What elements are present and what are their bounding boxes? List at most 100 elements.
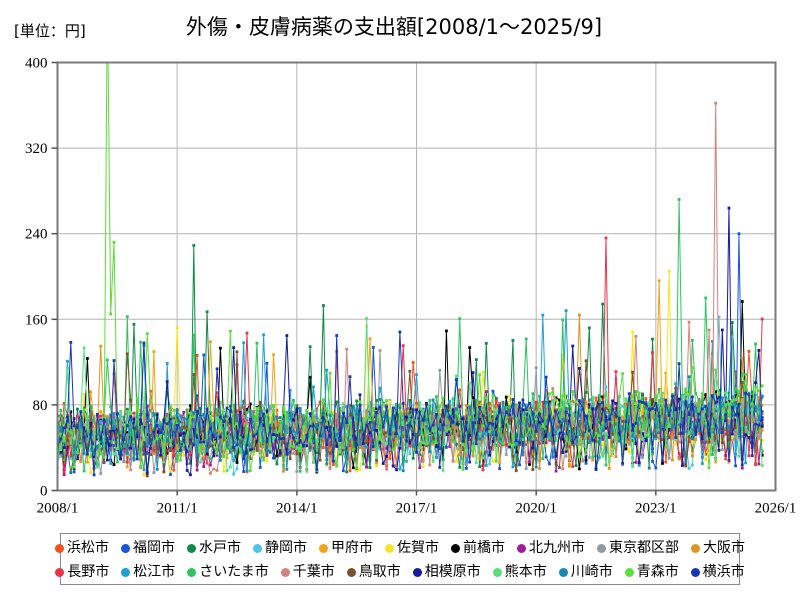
series-marker <box>152 443 156 446</box>
series-marker <box>667 425 671 428</box>
series-marker <box>365 465 369 469</box>
series-marker <box>604 236 608 240</box>
series-marker <box>574 413 578 417</box>
legend-item[interactable]: 大阪市 <box>691 541 745 555</box>
series-marker <box>415 405 418 408</box>
series-marker <box>691 454 694 458</box>
series-marker <box>508 442 511 446</box>
series-marker <box>697 432 701 436</box>
series-marker <box>145 423 149 427</box>
series-marker <box>464 419 468 423</box>
series-marker <box>627 392 631 396</box>
series-marker <box>252 426 256 429</box>
legend-item[interactable]: 横浜市 <box>690 565 745 579</box>
series-marker <box>192 333 196 337</box>
series-marker <box>677 432 681 436</box>
series-marker <box>86 452 89 456</box>
series-marker <box>255 429 259 433</box>
legend-item[interactable]: 北九州市 <box>517 541 585 555</box>
series-marker <box>554 454 558 458</box>
series-marker <box>272 447 275 451</box>
series-marker <box>115 460 119 464</box>
series-marker <box>704 410 708 414</box>
legend-item[interactable]: 長野市 <box>55 565 109 579</box>
series-marker <box>604 463 608 467</box>
series-marker <box>747 454 751 458</box>
series-marker <box>428 463 432 467</box>
series-marker <box>348 429 352 433</box>
legend-item[interactable]: 青森市 <box>624 565 679 579</box>
series-marker <box>381 425 385 429</box>
series-marker <box>185 409 189 412</box>
series-marker <box>205 452 209 456</box>
series-marker <box>228 426 232 430</box>
series-marker <box>175 428 179 432</box>
series-marker <box>332 463 335 467</box>
legend-item[interactable]: 水戸市 <box>187 541 241 555</box>
series-marker <box>591 455 595 459</box>
series-marker <box>551 387 555 390</box>
series-marker <box>544 389 548 392</box>
series-marker <box>584 433 588 437</box>
series-marker <box>318 444 322 448</box>
series-marker <box>421 425 425 429</box>
legend-item[interactable]: 前橋市 <box>451 541 505 555</box>
series-marker <box>727 460 731 464</box>
series-marker <box>112 449 116 453</box>
legend-item[interactable]: 静岡市 <box>253 541 307 555</box>
series-marker <box>282 437 285 440</box>
series-marker <box>278 433 282 437</box>
series-marker <box>481 431 485 435</box>
legend-item[interactable]: 相模原市 <box>412 565 481 579</box>
legend-marker-icon <box>597 543 606 553</box>
series-marker <box>597 405 601 409</box>
series-marker <box>461 448 465 452</box>
series-marker <box>305 422 309 426</box>
series-marker <box>561 318 565 322</box>
series-marker <box>478 424 482 428</box>
series-marker <box>86 414 89 418</box>
series-marker <box>488 453 492 457</box>
legend-item[interactable]: 福岡市 <box>121 541 175 555</box>
series-marker <box>192 415 196 419</box>
series-marker <box>681 464 684 467</box>
series-marker <box>531 420 535 424</box>
legend-item[interactable]: 東京都区部 <box>597 541 679 555</box>
legend-item[interactable]: 佐賀市 <box>385 541 439 555</box>
legend-item[interactable]: 浜松市 <box>55 541 109 555</box>
legend-item[interactable]: 川崎市 <box>558 565 613 579</box>
series-marker <box>425 436 428 440</box>
series-marker <box>621 429 624 433</box>
series-marker <box>169 435 172 439</box>
series-marker <box>654 426 658 430</box>
series-marker <box>438 424 442 428</box>
series-marker <box>381 403 385 406</box>
series-marker <box>82 444 86 448</box>
series-marker <box>288 451 292 455</box>
legend-item[interactable]: 鳥取市 <box>346 565 401 579</box>
series-marker <box>504 406 508 409</box>
series-marker <box>205 441 209 445</box>
series-marker <box>209 436 212 440</box>
series-marker <box>295 446 299 450</box>
series-marker <box>534 465 538 469</box>
series-marker <box>541 440 545 443</box>
series-marker <box>667 269 671 273</box>
series-marker <box>744 461 747 465</box>
series-marker <box>195 430 199 434</box>
series-marker <box>305 469 309 473</box>
legend-item[interactable]: 千葉市 <box>280 565 335 579</box>
legend-item[interactable]: 松江市 <box>121 565 175 579</box>
legend-item[interactable]: 甲府市 <box>319 541 373 555</box>
series-marker <box>385 433 388 437</box>
series-marker <box>674 435 678 439</box>
series-marker <box>122 415 126 419</box>
series-marker <box>265 452 269 456</box>
legend-item[interactable]: さいたま市 <box>187 565 269 579</box>
series-marker <box>661 391 664 395</box>
series-marker <box>641 439 644 443</box>
series-marker <box>405 443 408 447</box>
series-marker <box>335 400 339 404</box>
series-marker <box>282 469 285 473</box>
legend-item[interactable]: 熊本市 <box>492 565 547 579</box>
